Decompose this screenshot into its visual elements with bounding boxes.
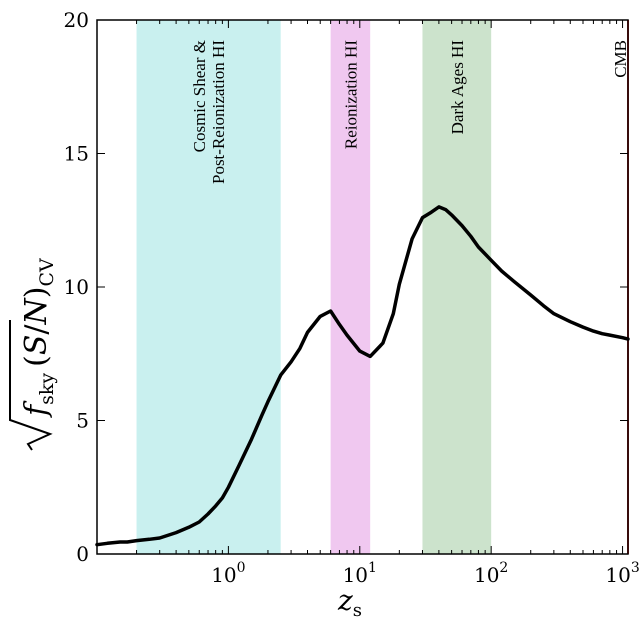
y-tick-label: 10 bbox=[64, 275, 89, 299]
series-line-0 bbox=[95, 205, 630, 547]
x-tick-label: 101 bbox=[343, 560, 377, 587]
band-label-2: Dark Ages HI bbox=[448, 40, 467, 135]
line-layer bbox=[95, 205, 630, 547]
y-tick-label: 15 bbox=[64, 142, 89, 166]
band-2 bbox=[422, 20, 492, 554]
x-tick-base: 10 bbox=[211, 563, 236, 587]
x-tick-exp: 1 bbox=[368, 560, 377, 576]
band-label-line: Dark Ages HI bbox=[448, 40, 467, 135]
band-label-line: Post-Reionization HI bbox=[209, 40, 228, 184]
band-label-line: Reionization HI bbox=[341, 40, 360, 149]
x-tick-exp: 0 bbox=[237, 560, 246, 576]
band-0 bbox=[136, 20, 281, 554]
x-tick-base: 10 bbox=[474, 563, 499, 587]
band-1 bbox=[330, 20, 371, 554]
y-tick-label: 5 bbox=[76, 409, 89, 433]
svg-text:fsky(S/N)CV: fsky(S/N)CV bbox=[19, 258, 58, 418]
band-label-0: Cosmic Shear &Post-Reionization HI bbox=[190, 40, 228, 184]
x-tick-exp: 2 bbox=[499, 560, 508, 576]
sqrt-sign bbox=[9, 320, 53, 451]
y-tick-label: 20 bbox=[64, 8, 89, 32]
y-axis-label: fsky(S/N)CV bbox=[9, 258, 58, 451]
band-label-1: Reionization HI bbox=[341, 40, 360, 149]
x-tick-exp: 3 bbox=[631, 560, 640, 576]
band-labels-layer: Cosmic Shear &Post-Reionization HI Reioni… bbox=[190, 40, 630, 184]
x-tick-label: 100 bbox=[211, 560, 245, 587]
svg-text:zs: zs bbox=[337, 584, 362, 621]
x-tick-base: 10 bbox=[605, 563, 630, 587]
x-tick-label: 103 bbox=[605, 560, 639, 587]
bands-layer bbox=[136, 20, 492, 554]
band-label-line: Cosmic Shear & bbox=[190, 40, 209, 152]
x-axis-label: zs bbox=[337, 584, 362, 621]
cmb-label: CMB bbox=[611, 40, 630, 78]
y-tick-label: 0 bbox=[76, 542, 89, 566]
x-tick-base: 10 bbox=[343, 563, 368, 587]
x-tick-label: 102 bbox=[474, 560, 508, 587]
